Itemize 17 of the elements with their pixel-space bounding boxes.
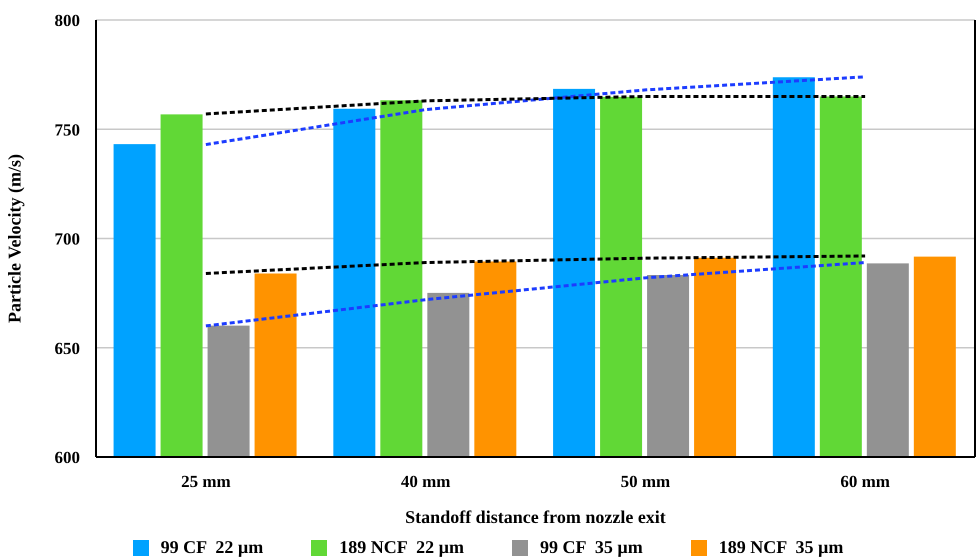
legend-label: 99 CF 35 µm: [540, 537, 643, 558]
line-series: [204, 261, 867, 328]
legend-label: 99 CF 22 µm: [160, 537, 264, 558]
x-tick-label: 25 mm: [181, 472, 231, 492]
y-axis-title: Particle Velocity (m/s): [4, 154, 24, 323]
y-tick-label: 700: [54, 230, 80, 249]
y-tick-label: 800: [54, 11, 80, 30]
x-tick-label: 40 mm: [400, 472, 450, 492]
y-tick-label: 650: [54, 338, 80, 358]
y-tick-label: 600: [54, 448, 80, 468]
x-tick-label: 50 mm: [620, 472, 670, 492]
y-tick-label: 750: [54, 120, 80, 140]
x-axis-title: Standoff distance from nozzle exit: [405, 507, 666, 527]
x-tick-label: 60 mm: [840, 472, 890, 492]
legend-label: 189 NCF 35 µm: [718, 537, 844, 558]
legend-label: 189 NCF 22 µm: [339, 537, 464, 558]
line-series: [204, 254, 867, 275]
